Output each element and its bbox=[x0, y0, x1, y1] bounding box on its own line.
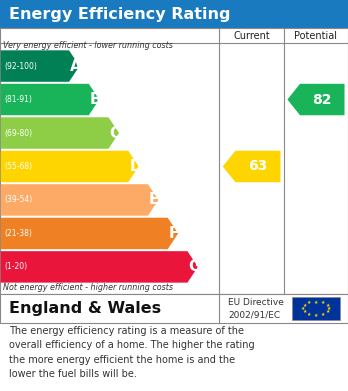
Bar bbox=[292, 297, 340, 320]
Bar bbox=[0, 0, 348, 28]
Text: ★: ★ bbox=[307, 312, 311, 317]
Text: ★: ★ bbox=[325, 309, 330, 314]
Text: The energy efficiency rating is a measure of the
overall efficiency of a home. T: The energy efficiency rating is a measur… bbox=[9, 326, 254, 379]
Polygon shape bbox=[1, 151, 139, 182]
Text: 63: 63 bbox=[248, 160, 268, 174]
Text: ★: ★ bbox=[314, 312, 318, 317]
Text: (1-20): (1-20) bbox=[4, 262, 27, 271]
Text: (21-38): (21-38) bbox=[4, 229, 32, 238]
Text: F: F bbox=[169, 226, 179, 241]
Text: ★: ★ bbox=[302, 303, 307, 308]
Text: (81-91): (81-91) bbox=[4, 95, 32, 104]
Bar bbox=[0, 294, 348, 323]
Text: ★: ★ bbox=[302, 309, 307, 314]
Text: EU Directive: EU Directive bbox=[228, 298, 284, 307]
Polygon shape bbox=[1, 117, 119, 149]
Text: D: D bbox=[129, 159, 142, 174]
Text: Potential: Potential bbox=[294, 30, 338, 41]
Bar bbox=[0, 28, 348, 294]
Text: Current: Current bbox=[233, 30, 270, 41]
Text: ★: ★ bbox=[314, 300, 318, 305]
Polygon shape bbox=[1, 50, 79, 82]
Polygon shape bbox=[1, 84, 99, 115]
Polygon shape bbox=[1, 218, 178, 249]
Polygon shape bbox=[1, 184, 158, 216]
Text: ★: ★ bbox=[307, 300, 311, 305]
Text: Not energy efficient - higher running costs: Not energy efficient - higher running co… bbox=[3, 283, 174, 292]
Text: G: G bbox=[189, 259, 201, 274]
Text: Energy Efficiency Rating: Energy Efficiency Rating bbox=[9, 7, 230, 22]
Text: B: B bbox=[90, 92, 102, 107]
Text: E: E bbox=[149, 192, 159, 208]
Polygon shape bbox=[1, 251, 198, 283]
Text: A: A bbox=[70, 59, 82, 74]
Polygon shape bbox=[287, 84, 345, 115]
Text: ★: ★ bbox=[301, 306, 305, 311]
Text: (69-80): (69-80) bbox=[4, 129, 32, 138]
Text: ★: ★ bbox=[321, 312, 325, 317]
Polygon shape bbox=[223, 151, 280, 182]
Text: (39-54): (39-54) bbox=[4, 196, 32, 204]
Text: 82: 82 bbox=[313, 93, 332, 106]
Text: ★: ★ bbox=[325, 303, 330, 308]
Text: England & Wales: England & Wales bbox=[9, 301, 161, 316]
Text: ★: ★ bbox=[327, 306, 331, 311]
Text: (55-68): (55-68) bbox=[4, 162, 32, 171]
Text: C: C bbox=[110, 126, 121, 140]
Text: Very energy efficient - lower running costs: Very energy efficient - lower running co… bbox=[3, 41, 173, 50]
Text: ★: ★ bbox=[321, 300, 325, 305]
Text: 2002/91/EC: 2002/91/EC bbox=[228, 310, 280, 319]
Text: (92-100): (92-100) bbox=[4, 61, 37, 70]
